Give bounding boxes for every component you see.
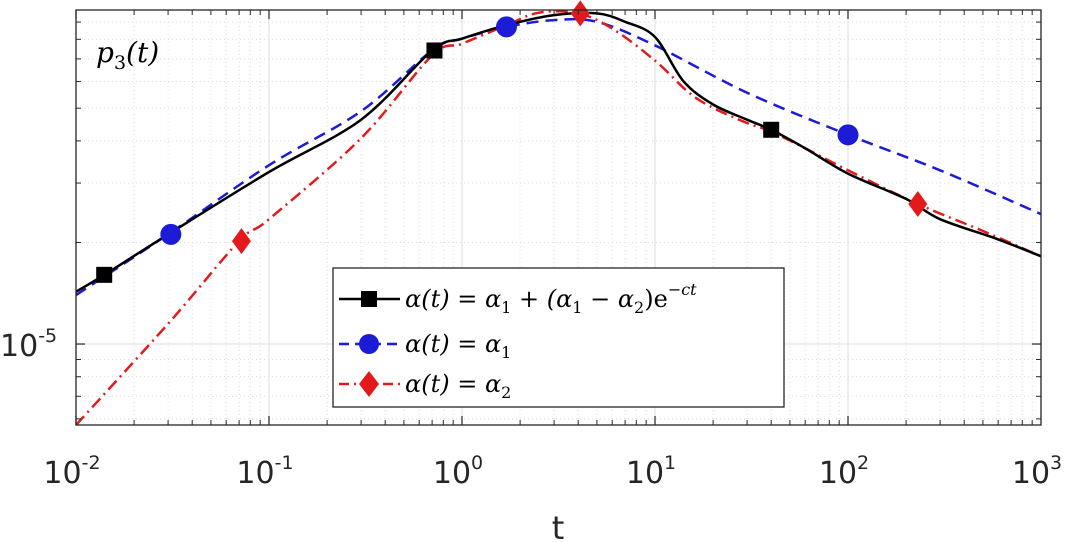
x-axis-label: t xyxy=(552,509,565,542)
x-tick-base: 10 xyxy=(43,456,81,491)
x-tick-label: 10-1 xyxy=(236,452,293,491)
x-tick-label: 10-2 xyxy=(43,452,100,491)
x-tick-exponent: 3 xyxy=(1050,452,1062,474)
x-tick-label: 103 xyxy=(1012,452,1062,491)
legend-marker-diamond xyxy=(359,371,379,397)
x-tick-label: 100 xyxy=(433,452,483,491)
data-point-circle xyxy=(495,16,517,38)
annotation-sub: 3 xyxy=(114,52,126,74)
legend-black-main: α(t) = α xyxy=(405,285,501,313)
y-tick-labels: 10-5 xyxy=(0,325,57,364)
legend-entry-blue: α(t) = α1 xyxy=(339,330,511,362)
plot-axes-box xyxy=(75,9,1042,426)
legend-label-blue: α(t) = α1 xyxy=(405,330,511,362)
series-line-diamond xyxy=(76,10,1041,425)
legend-black-mid2: − α xyxy=(582,285,634,313)
y-tick-base: 10 xyxy=(0,329,38,364)
x-tick-exponent: -1 xyxy=(275,452,294,474)
axis-ticks xyxy=(75,10,1041,425)
x-tick-label: 102 xyxy=(819,452,869,491)
legend-box xyxy=(332,267,785,408)
annotation-arg: (t) xyxy=(126,36,159,69)
minor-grid xyxy=(76,10,1041,425)
x-tick-label: 101 xyxy=(626,452,676,491)
legend-red-main: α(t) = α xyxy=(405,370,501,398)
legend-blue-main: α(t) = α xyxy=(405,330,501,358)
legend: α(t) = α1 + (α1 − α2)e−ct α(t) = α1 α(t)… xyxy=(332,267,785,408)
legend-marker-square xyxy=(361,291,377,307)
curve-annotation: p3(t) xyxy=(96,36,159,74)
data-point-diamond xyxy=(570,0,590,27)
data-point-diamond xyxy=(908,191,928,218)
legend-red-sub1: 2 xyxy=(501,383,511,402)
legend-entry-red: α(t) = α2 xyxy=(339,370,511,402)
x-tick-exponent: 1 xyxy=(664,452,676,474)
legend-black-sup: −ct xyxy=(668,280,697,299)
x-tick-labels: 10-2 10-1 100 101 102 103 xyxy=(43,452,1062,491)
legend-black-sub2: 1 xyxy=(572,298,582,317)
series-markers xyxy=(96,0,928,283)
legend-label-red: α(t) = α2 xyxy=(405,370,511,402)
legend-black-sub1: 1 xyxy=(501,298,511,317)
data-point-square xyxy=(96,266,113,283)
series-line-square xyxy=(76,11,1041,293)
legend-blue-sub1: 1 xyxy=(501,343,511,362)
legend-label-black: α(t) = α1 + (α1 − α2)e−ct xyxy=(405,280,697,317)
x-tick-base: 10 xyxy=(433,456,471,491)
data-point-square xyxy=(426,42,443,59)
annotation-main: p xyxy=(96,36,114,69)
data-point-circle xyxy=(837,124,859,146)
x-tick-exponent: -2 xyxy=(82,452,101,474)
data-point-diamond xyxy=(231,228,251,255)
legend-entry-black: α(t) = α1 + (α1 − α2)e−ct xyxy=(339,280,697,317)
y-tick-label: 10-5 xyxy=(0,325,57,364)
legend-marker-circle xyxy=(359,334,379,354)
x-tick-base: 10 xyxy=(1012,456,1050,491)
y-tick-exponent: -5 xyxy=(38,325,57,347)
legend-black-sub3: 2 xyxy=(634,298,644,317)
x-tick-exponent: 0 xyxy=(471,452,483,474)
legend-black-tail: )e xyxy=(644,285,668,313)
x-tick-base: 10 xyxy=(626,456,664,491)
data-point-square xyxy=(763,121,780,138)
legend-black-mid: + (α xyxy=(511,285,572,313)
x-tick-exponent: 2 xyxy=(857,452,869,474)
data-point-circle xyxy=(160,223,182,245)
x-tick-base: 10 xyxy=(236,456,274,491)
x-tick-base: 10 xyxy=(819,456,857,491)
